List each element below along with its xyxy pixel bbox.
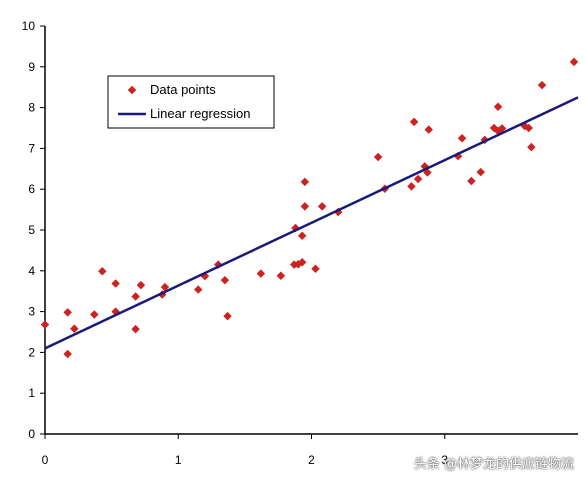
data-point — [160, 282, 170, 292]
y-tick-label: 10 — [22, 19, 36, 33]
data-point — [407, 182, 416, 191]
data-point — [131, 292, 140, 301]
y-tick-label: 5 — [28, 223, 35, 237]
data-point — [311, 264, 320, 274]
y-tick-label: 2 — [28, 345, 35, 359]
data-point — [63, 308, 72, 317]
data-point — [98, 266, 107, 276]
y-tick-label: 3 — [28, 305, 35, 319]
legend-label-data-points: Data points — [150, 82, 216, 97]
data-point — [136, 280, 146, 290]
data-point — [476, 167, 485, 177]
y-tick-label: 9 — [28, 60, 35, 74]
x-tick-label: 1 — [175, 453, 182, 467]
data-point — [297, 231, 307, 240]
data-point — [300, 202, 310, 211]
data-point — [131, 324, 140, 334]
data-point — [527, 142, 536, 152]
data-point — [223, 311, 232, 321]
data-point — [256, 269, 266, 278]
data-point — [569, 57, 579, 67]
y-ticks: 0 1 2 3 4 5 6 7 8 9 10 — [22, 19, 45, 441]
x-tick-label: 0 — [42, 453, 49, 467]
data-point — [63, 349, 72, 359]
data-point — [297, 257, 307, 267]
x-tick-label: 3 — [441, 453, 448, 467]
data-point — [193, 285, 203, 294]
legend-box — [107, 75, 275, 129]
data-point — [300, 177, 310, 187]
data-point — [493, 102, 503, 112]
regression-line — [44, 96, 579, 350]
y-tick-label: 8 — [28, 101, 35, 115]
watermark: 头条 @林梦龙的供应链物流 — [413, 457, 574, 472]
data-point — [424, 125, 434, 134]
data-point — [457, 133, 467, 143]
legend: Data points Linear regression — [107, 75, 275, 129]
data-point — [537, 80, 547, 90]
data-point — [70, 324, 79, 333]
y-tick-label: 6 — [28, 182, 35, 196]
data-point — [409, 117, 419, 127]
y-tick-label: 7 — [28, 141, 35, 155]
legend-label-linear-regression: Linear regression — [150, 106, 250, 121]
data-point — [373, 152, 383, 162]
data-point — [90, 310, 99, 319]
legend-marker-data-points — [127, 85, 137, 95]
data-point — [40, 320, 50, 329]
y-tick-label: 1 — [28, 386, 35, 400]
x-ticks: 0 1 2 3 — [42, 434, 448, 467]
data-point — [317, 202, 327, 211]
data-point — [467, 176, 476, 186]
data-point — [276, 271, 286, 280]
data-point — [220, 275, 230, 285]
y-tick-label: 4 — [28, 264, 35, 278]
x-tick-label: 2 — [308, 453, 315, 467]
data-point — [413, 174, 423, 184]
y-tick-label: 0 — [28, 427, 35, 441]
data-point — [111, 279, 120, 288]
